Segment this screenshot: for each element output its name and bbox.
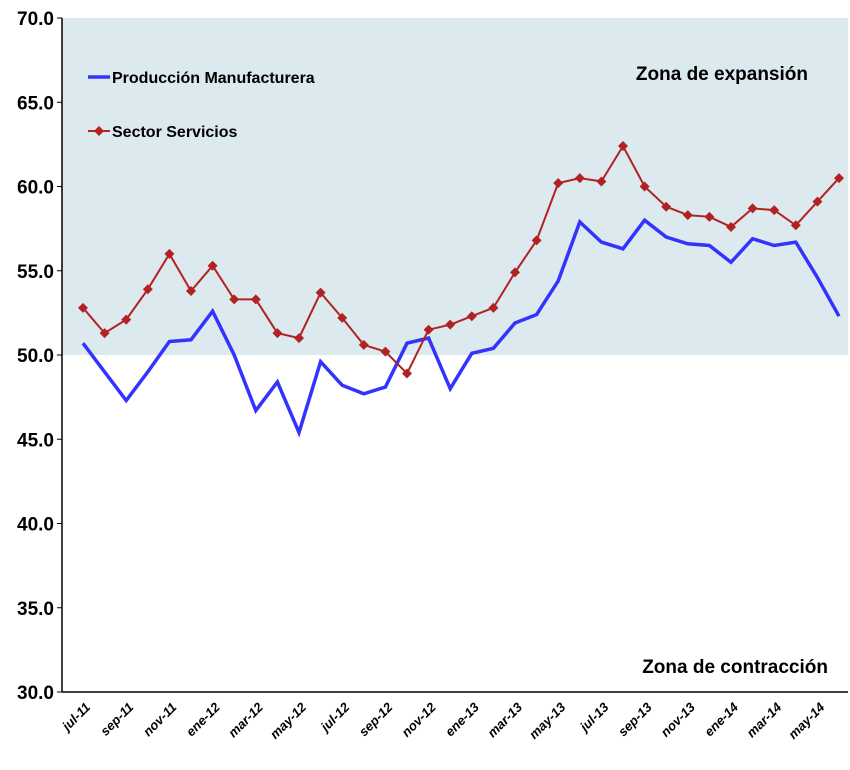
series-line (81, 217, 841, 438)
x-tick-label: nov-13 (658, 699, 699, 740)
expansion-band (62, 18, 848, 355)
y-tick-label: 45.0 (17, 430, 54, 451)
annotation: Zona de expansión (636, 64, 808, 85)
y-tick-label: 40.0 (17, 515, 54, 536)
marker (812, 196, 823, 207)
marker (661, 201, 672, 212)
marker (358, 339, 369, 350)
x-tick-label: sep-13 (615, 699, 655, 739)
x-tick-label: mar-14 (744, 699, 785, 740)
marker (488, 302, 499, 313)
marker (315, 287, 326, 298)
marker (380, 346, 391, 357)
y-tick-label: 30.0 (17, 683, 54, 704)
marker (596, 176, 607, 187)
marker (207, 260, 218, 271)
legend-label: Producción Manufacturera (112, 70, 315, 87)
x-tick-label: ene-12 (183, 699, 223, 739)
marker (164, 248, 175, 259)
marker (574, 173, 585, 184)
marker (466, 311, 477, 322)
x-tick-label: jul-13 (575, 699, 612, 736)
y-tick-label: 60.0 (17, 178, 54, 199)
x-tick-label: jul-11 (58, 700, 93, 735)
marker (402, 368, 412, 379)
marker (639, 181, 650, 192)
x-tick-label: may-12 (267, 699, 310, 742)
marker (142, 284, 153, 295)
x-tick-label: mar-13 (484, 699, 525, 740)
x-tick-label: nov-12 (398, 699, 439, 740)
marker (294, 333, 304, 344)
x-tick-label: mar-12 (225, 699, 266, 740)
y-tick-label: 50.0 (17, 346, 54, 367)
y-tick-label: 65.0 (17, 93, 54, 114)
marker (186, 285, 196, 296)
marker (99, 328, 110, 339)
legend-marker (94, 126, 104, 136)
marker (553, 178, 564, 189)
y-tick-label: 35.0 (17, 599, 54, 620)
x-tick-label: ene-13 (442, 699, 482, 739)
marker (250, 294, 261, 305)
legend-label: Sector Servicios (112, 124, 238, 141)
marker (78, 302, 88, 313)
series-line (82, 144, 840, 376)
y-tick-label: 70.0 (17, 9, 54, 30)
marker (747, 203, 758, 214)
x-tick-label: nov-11 (140, 700, 180, 740)
marker (704, 211, 715, 222)
x-tick-label: jul-12 (316, 699, 353, 736)
marker (423, 324, 434, 335)
marker (272, 328, 283, 339)
marker (618, 141, 628, 152)
x-tick-label: may-14 (785, 699, 828, 742)
marker (682, 210, 693, 221)
x-tick-label: sep-12 (356, 699, 396, 739)
x-tick-label: ene-14 (701, 699, 741, 739)
y-tick-label: 55.0 (17, 262, 54, 283)
annotation: Zona de contracción (642, 657, 828, 678)
marker (121, 314, 132, 325)
x-tick-label: sep-11 (97, 700, 136, 739)
x-tick-label: may-13 (526, 699, 569, 742)
marker (510, 267, 520, 278)
marker (834, 173, 844, 184)
marker (531, 235, 542, 246)
marker (445, 319, 456, 330)
marker (229, 294, 240, 305)
marker (790, 220, 801, 231)
marker (337, 312, 348, 323)
marker (769, 205, 780, 216)
marker (726, 221, 736, 232)
